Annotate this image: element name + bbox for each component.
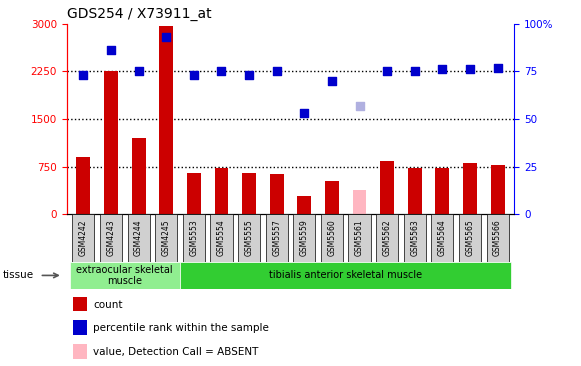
Bar <box>408 168 422 214</box>
FancyBboxPatch shape <box>293 214 315 262</box>
Text: GSM4242: GSM4242 <box>79 220 88 256</box>
Point <box>189 72 199 78</box>
Point <box>162 34 171 40</box>
FancyBboxPatch shape <box>128 214 150 262</box>
Text: GSM5555: GSM5555 <box>245 220 253 256</box>
Bar <box>270 174 284 214</box>
Bar <box>491 165 504 214</box>
FancyBboxPatch shape <box>404 214 426 262</box>
Text: GSM5559: GSM5559 <box>300 220 309 256</box>
Bar <box>380 161 394 214</box>
Bar <box>325 181 339 214</box>
FancyBboxPatch shape <box>100 214 122 262</box>
Point <box>410 68 419 74</box>
FancyBboxPatch shape <box>486 214 508 262</box>
Point <box>79 72 88 78</box>
Text: GSM5557: GSM5557 <box>272 220 281 256</box>
FancyBboxPatch shape <box>73 214 95 262</box>
Bar <box>297 196 311 214</box>
FancyBboxPatch shape <box>431 214 453 262</box>
FancyBboxPatch shape <box>376 214 398 262</box>
Text: GSM4244: GSM4244 <box>134 220 143 256</box>
Point <box>327 78 336 84</box>
Text: extraocular skeletal
muscle: extraocular skeletal muscle <box>77 265 173 286</box>
Text: GSM5565: GSM5565 <box>465 220 475 256</box>
Text: GSM4245: GSM4245 <box>162 220 171 256</box>
Bar <box>353 190 367 214</box>
Text: GDS254 / X73911_at: GDS254 / X73911_at <box>67 7 211 21</box>
Bar <box>436 168 449 214</box>
FancyBboxPatch shape <box>349 214 371 262</box>
Point <box>217 68 226 74</box>
Text: tibialis anterior skeletal muscle: tibialis anterior skeletal muscle <box>269 270 422 280</box>
Text: value, Detection Call = ABSENT: value, Detection Call = ABSENT <box>93 347 259 357</box>
Bar <box>159 26 173 214</box>
Text: GSM5566: GSM5566 <box>493 220 502 256</box>
Point <box>272 68 281 74</box>
Bar <box>242 173 256 214</box>
Point <box>134 68 144 74</box>
FancyBboxPatch shape <box>180 262 511 289</box>
Point <box>245 72 254 78</box>
Point <box>493 65 502 71</box>
Bar <box>187 173 201 214</box>
Bar <box>77 157 90 214</box>
Text: GSM5563: GSM5563 <box>410 220 419 256</box>
FancyBboxPatch shape <box>459 214 481 262</box>
Bar <box>132 138 145 214</box>
Point <box>465 67 475 72</box>
Text: count: count <box>93 300 123 310</box>
Text: percentile rank within the sample: percentile rank within the sample <box>93 324 269 333</box>
FancyBboxPatch shape <box>155 214 177 262</box>
FancyBboxPatch shape <box>210 214 232 262</box>
Point <box>300 110 309 116</box>
Point <box>355 103 364 109</box>
Bar <box>214 168 228 214</box>
FancyBboxPatch shape <box>70 262 180 289</box>
Text: GSM5562: GSM5562 <box>383 220 392 256</box>
Point <box>437 67 447 72</box>
Bar <box>463 163 477 214</box>
FancyBboxPatch shape <box>183 214 205 262</box>
Point <box>106 48 116 53</box>
Bar <box>104 71 118 214</box>
Text: GSM5564: GSM5564 <box>438 220 447 256</box>
FancyBboxPatch shape <box>238 214 260 262</box>
FancyBboxPatch shape <box>266 214 288 262</box>
Text: GSM5554: GSM5554 <box>217 220 226 256</box>
Text: GSM5553: GSM5553 <box>189 220 198 256</box>
Point <box>382 68 392 74</box>
Text: tissue: tissue <box>3 270 34 280</box>
Text: GSM5560: GSM5560 <box>328 220 336 256</box>
FancyBboxPatch shape <box>321 214 343 262</box>
Text: GSM5561: GSM5561 <box>355 220 364 256</box>
Text: GSM4243: GSM4243 <box>106 220 116 256</box>
